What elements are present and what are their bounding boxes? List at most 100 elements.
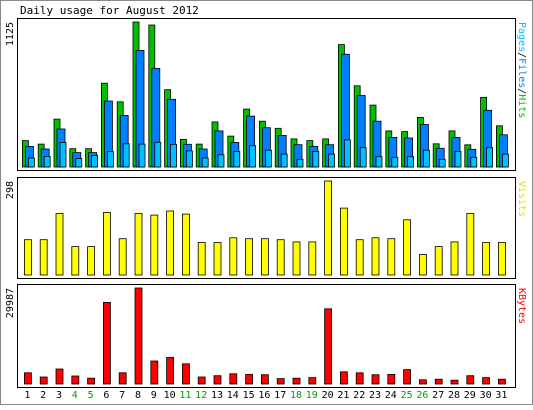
panel-hits-files-pages-label-part-2: Files bbox=[516, 58, 527, 88]
x-tick-label-6: 6 bbox=[103, 390, 109, 401]
bar-visits-visits-day-22 bbox=[355, 239, 364, 276]
bar-kbytes-kbytes-day-26 bbox=[418, 379, 427, 385]
bar-visits-visits-day-3 bbox=[55, 213, 64, 276]
x-tick-label-13: 13 bbox=[211, 390, 223, 401]
bar-hits-files-pages-pages-day-26 bbox=[422, 149, 430, 168]
bar-hits-files-pages-pages-day-18 bbox=[296, 158, 304, 168]
bar-hits-files-pages-pages-day-6 bbox=[107, 151, 114, 168]
bar-kbytes-kbytes-day-20 bbox=[324, 308, 333, 385]
panel-visits-label-part-0: Visits bbox=[516, 181, 527, 217]
panel-hits-files-pages-label-part-4: Hits bbox=[516, 94, 527, 118]
x-tick-label-28: 28 bbox=[448, 390, 460, 401]
bar-hits-files-pages-pages-day-22 bbox=[359, 147, 367, 168]
bar-kbytes-kbytes-day-14 bbox=[229, 373, 238, 385]
bar-kbytes-kbytes-day-4 bbox=[71, 375, 80, 385]
x-tick-label-3: 3 bbox=[56, 390, 62, 401]
bar-kbytes-kbytes-day-25 bbox=[403, 369, 412, 385]
bar-kbytes-kbytes-day-16 bbox=[260, 374, 269, 385]
x-tick-label-1: 1 bbox=[24, 390, 30, 401]
bar-hits-files-pages-pages-day-19 bbox=[312, 151, 320, 168]
x-tick-label-5: 5 bbox=[88, 390, 94, 401]
x-tick-label-27: 27 bbox=[432, 390, 444, 401]
bar-visits-visits-day-7 bbox=[118, 238, 127, 276]
bar-hits-files-pages-pages-day-5 bbox=[91, 154, 98, 168]
x-tick-label-31: 31 bbox=[495, 390, 507, 401]
bar-hits-files-pages-pages-day-2 bbox=[43, 155, 51, 168]
x-tick-label-15: 15 bbox=[243, 390, 255, 401]
bar-kbytes-kbytes-day-9 bbox=[150, 360, 159, 385]
bar-kbytes-kbytes-day-21 bbox=[339, 371, 348, 385]
bar-kbytes-kbytes-day-27 bbox=[434, 378, 443, 385]
chart-title: Daily usage for August 2012 bbox=[20, 4, 199, 17]
bar-visits-visits-day-28 bbox=[450, 241, 459, 276]
bar-visits-visits-day-13 bbox=[213, 242, 222, 276]
panel-hits-files-pages-label-part-3: / bbox=[516, 88, 527, 94]
x-tick-label-11: 11 bbox=[179, 390, 191, 401]
bar-hits-files-pages-pages-day-31 bbox=[501, 153, 509, 168]
bar-visits-visits-day-18 bbox=[292, 241, 301, 276]
bar-visits-visits-day-17 bbox=[276, 239, 285, 276]
bar-kbytes-kbytes-day-5 bbox=[87, 377, 95, 385]
bar-kbytes-kbytes-day-30 bbox=[482, 377, 491, 385]
bar-visits-visits-day-1 bbox=[23, 239, 32, 276]
bar-hits-files-pages-pages-day-23 bbox=[375, 156, 383, 168]
bar-hits-files-pages-pages-day-12 bbox=[201, 157, 209, 168]
bar-hits-files-pages-pages-day-27 bbox=[438, 158, 446, 168]
bar-visits-visits-day-30 bbox=[482, 242, 491, 276]
bar-hits-files-pages-pages-day-28 bbox=[454, 151, 462, 168]
bar-kbytes-kbytes-day-2 bbox=[39, 376, 48, 385]
bar-visits-visits-day-4 bbox=[71, 246, 80, 276]
bar-kbytes-kbytes-day-12 bbox=[197, 376, 206, 385]
x-tick-label-8: 8 bbox=[135, 390, 141, 401]
bar-visits-visits-day-15 bbox=[245, 238, 254, 276]
x-tick-label-12: 12 bbox=[195, 390, 207, 401]
bar-visits-visits-day-2 bbox=[39, 239, 48, 276]
panel-kbytes-series-label: KBytes bbox=[516, 288, 527, 324]
bar-visits-visits-day-23 bbox=[371, 237, 380, 276]
bar-kbytes-kbytes-day-7 bbox=[118, 372, 127, 385]
x-tick-label-24: 24 bbox=[385, 390, 397, 401]
bar-hits-files-pages-pages-day-25 bbox=[407, 156, 415, 168]
panel-kbytes-label-part-0: KBytes bbox=[516, 288, 527, 324]
x-tick-label-18: 18 bbox=[290, 390, 302, 401]
x-tick-label-26: 26 bbox=[416, 390, 428, 401]
bar-hits-files-pages-pages-day-30 bbox=[486, 147, 494, 168]
bar-hits-files-pages-pages-day-13 bbox=[217, 154, 225, 168]
panel-hits-files-pages-ymax-label: 1125 bbox=[5, 22, 16, 46]
bar-visits-visits-day-5 bbox=[87, 246, 95, 276]
bar-kbytes-kbytes-day-23 bbox=[371, 374, 380, 385]
bar-hits-files-pages-pages-day-11 bbox=[185, 150, 193, 168]
bar-hits-files-pages-pages-day-10 bbox=[170, 143, 178, 168]
bar-kbytes-kbytes-day-3 bbox=[55, 368, 64, 385]
x-tick-label-16: 16 bbox=[258, 390, 270, 401]
x-tick-label-25: 25 bbox=[401, 390, 413, 401]
bar-visits-visits-day-24 bbox=[387, 238, 396, 276]
panel-hits-files-pages-label-part-0: Pages bbox=[516, 22, 527, 52]
bar-visits-visits-day-27 bbox=[434, 246, 443, 276]
bar-visits-visits-day-12 bbox=[197, 242, 206, 276]
bar-kbytes-kbytes-day-22 bbox=[355, 372, 364, 385]
bar-visits-visits-day-11 bbox=[181, 213, 190, 276]
bar-hits-files-pages-pages-day-4 bbox=[75, 158, 83, 168]
bar-hits-files-pages-pages-day-7 bbox=[122, 143, 130, 168]
bar-visits-visits-day-20 bbox=[324, 180, 333, 276]
bar-kbytes-kbytes-day-24 bbox=[387, 373, 396, 385]
bar-kbytes-kbytes-day-10 bbox=[166, 356, 175, 385]
bar-kbytes-kbytes-day-28 bbox=[450, 379, 459, 385]
x-tick-label-21: 21 bbox=[337, 390, 349, 401]
bar-visits-visits-day-25 bbox=[403, 219, 412, 276]
bar-hits-files-pages-pages-day-24 bbox=[391, 156, 399, 168]
x-tick-label-10: 10 bbox=[164, 390, 176, 401]
bar-kbytes-kbytes-day-15 bbox=[245, 373, 254, 385]
x-tick-label-23: 23 bbox=[369, 390, 381, 401]
x-tick-label-2: 2 bbox=[40, 390, 46, 401]
bar-hits-files-pages-pages-day-16 bbox=[264, 149, 272, 168]
bar-hits-files-pages-pages-day-17 bbox=[280, 153, 288, 168]
bar-visits-visits-day-29 bbox=[466, 213, 475, 276]
bar-hits-files-pages-pages-day-9 bbox=[154, 141, 162, 168]
panel-visits-ymax-label: 298 bbox=[5, 181, 16, 199]
bar-kbytes-kbytes-day-17 bbox=[276, 378, 285, 385]
panel-visits-series-label: Visits bbox=[516, 181, 527, 217]
